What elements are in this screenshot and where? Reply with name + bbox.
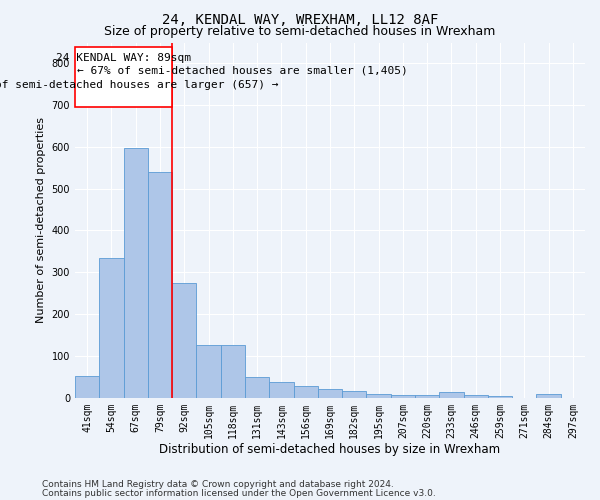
- Bar: [75, 376, 99, 398]
- Text: 31% of semi-detached houses are larger (657) →: 31% of semi-detached houses are larger (…: [0, 80, 279, 90]
- Bar: [99, 258, 124, 398]
- Bar: [196, 346, 221, 398]
- Bar: [269, 382, 293, 398]
- Y-axis label: Number of semi-detached properties: Number of semi-detached properties: [36, 117, 46, 323]
- X-axis label: Distribution of semi-detached houses by size in Wrexham: Distribution of semi-detached houses by …: [160, 443, 500, 456]
- Bar: [488, 396, 512, 398]
- Bar: [172, 282, 196, 398]
- Bar: [464, 396, 488, 398]
- Text: Size of property relative to semi-detached houses in Wrexham: Size of property relative to semi-detach…: [104, 25, 496, 38]
- Text: 24 KENDAL WAY: 89sqm: 24 KENDAL WAY: 89sqm: [56, 53, 191, 63]
- Bar: [124, 148, 148, 398]
- Text: Contains HM Land Registry data © Crown copyright and database right 2024.: Contains HM Land Registry data © Crown c…: [42, 480, 394, 489]
- Text: ← 67% of semi-detached houses are smaller (1,405): ← 67% of semi-detached houses are smalle…: [77, 66, 407, 76]
- Bar: [221, 346, 245, 398]
- Bar: [318, 389, 342, 398]
- Bar: [536, 394, 561, 398]
- Bar: [342, 391, 367, 398]
- Bar: [245, 378, 269, 398]
- Bar: [293, 386, 318, 398]
- Bar: [391, 394, 415, 398]
- Text: Contains public sector information licensed under the Open Government Licence v3: Contains public sector information licen…: [42, 488, 436, 498]
- Bar: [415, 395, 439, 398]
- Text: 24, KENDAL WAY, WREXHAM, LL12 8AF: 24, KENDAL WAY, WREXHAM, LL12 8AF: [162, 12, 438, 26]
- Bar: [148, 172, 172, 398]
- Bar: [439, 392, 464, 398]
- FancyBboxPatch shape: [76, 46, 172, 107]
- Bar: [367, 394, 391, 398]
